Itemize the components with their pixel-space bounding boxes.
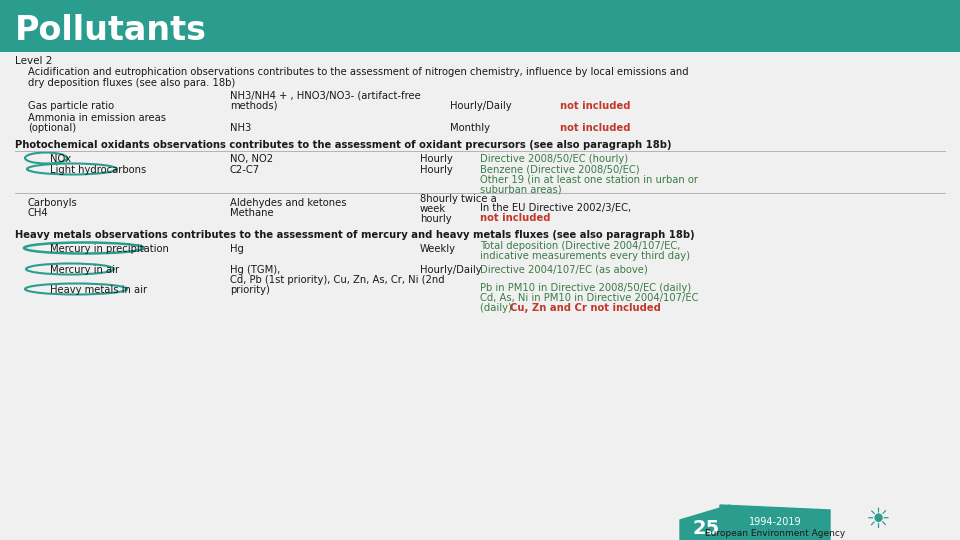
- FancyBboxPatch shape: [0, 0, 960, 52]
- Text: Heavy metals observations contributes to the assessment of mercury and heavy met: Heavy metals observations contributes to…: [15, 230, 695, 240]
- Text: Cd, As, Ni in PM10 in Directive 2004/107/EC: Cd, As, Ni in PM10 in Directive 2004/107…: [480, 293, 699, 303]
- Text: Cd, Pb (1st priority), Cu, Zn, As, Cr, Ni (2nd: Cd, Pb (1st priority), Cu, Zn, As, Cr, N…: [230, 275, 444, 285]
- Text: NOx: NOx: [50, 154, 71, 164]
- Text: methods): methods): [230, 101, 277, 111]
- Text: suburban areas): suburban areas): [480, 185, 562, 195]
- Text: Directive 2008/50/EC (hourly): Directive 2008/50/EC (hourly): [480, 154, 628, 164]
- Text: Benzene (Directive 2008/50/EC): Benzene (Directive 2008/50/EC): [480, 165, 639, 175]
- Text: Hg: Hg: [230, 244, 244, 254]
- Text: Heavy metals in air: Heavy metals in air: [50, 285, 147, 295]
- Polygon shape: [720, 505, 830, 540]
- Text: Hourly: Hourly: [420, 165, 453, 175]
- Text: Mercury in precipitation: Mercury in precipitation: [50, 244, 169, 254]
- Text: Hourly: Hourly: [420, 154, 453, 164]
- Text: Hg (TGM),: Hg (TGM),: [230, 265, 280, 275]
- Text: Pb in PM10 in Directive 2008/50/EC (daily): Pb in PM10 in Directive 2008/50/EC (dail…: [480, 283, 691, 293]
- Text: Gas particle ratio: Gas particle ratio: [28, 101, 114, 111]
- Text: (optional): (optional): [28, 123, 76, 133]
- Text: 8hourly twice a: 8hourly twice a: [420, 194, 496, 204]
- Text: NH3/NH4 + , HNO3/NO3- (artifact-free: NH3/NH4 + , HNO3/NO3- (artifact-free: [230, 91, 420, 101]
- Text: European Environment Agency: European Environment Agency: [705, 530, 845, 538]
- Text: NH3: NH3: [230, 123, 252, 133]
- Text: Cu, Zn and Cr not included: Cu, Zn and Cr not included: [510, 303, 660, 313]
- Text: (daily).: (daily).: [480, 303, 518, 313]
- Text: Total deposition (Directive 2004/107/EC,: Total deposition (Directive 2004/107/EC,: [480, 241, 681, 251]
- Text: Mercury in air: Mercury in air: [50, 265, 119, 275]
- Text: dry deposition fluxes (see also para. 18b): dry deposition fluxes (see also para. 18…: [28, 78, 235, 88]
- Text: not included: not included: [480, 213, 550, 223]
- Text: In the EU Directive 2002/3/EC,: In the EU Directive 2002/3/EC,: [480, 203, 631, 213]
- Text: priority): priority): [230, 285, 270, 295]
- Text: Methane: Methane: [230, 208, 274, 218]
- Text: indicative measurements every third day): indicative measurements every third day): [480, 251, 690, 261]
- Text: Carbonyls: Carbonyls: [28, 198, 78, 208]
- Text: not included: not included: [560, 101, 631, 111]
- Text: hourly: hourly: [420, 214, 451, 224]
- Text: Hourly/Daily: Hourly/Daily: [450, 101, 512, 111]
- Text: Ammonia in emission areas: Ammonia in emission areas: [28, 113, 166, 123]
- Text: Light hydrocarbons: Light hydrocarbons: [50, 165, 146, 175]
- Text: 25: 25: [693, 519, 720, 538]
- Text: Weekly: Weekly: [420, 244, 456, 254]
- Text: Hourly/Daily: Hourly/Daily: [420, 265, 482, 275]
- Text: week: week: [420, 204, 446, 214]
- Text: Other 19 (in at least one station in urban or: Other 19 (in at least one station in urb…: [480, 175, 698, 185]
- Polygon shape: [680, 505, 730, 540]
- Text: 1994-2019: 1994-2019: [749, 517, 802, 527]
- Text: Level 2: Level 2: [15, 56, 53, 66]
- Text: Directive 2004/107/EC (as above): Directive 2004/107/EC (as above): [480, 265, 648, 275]
- Text: Monthly: Monthly: [450, 123, 490, 133]
- Text: Aldehydes and ketones: Aldehydes and ketones: [230, 198, 347, 208]
- Text: NO, NO2: NO, NO2: [230, 154, 274, 164]
- Text: C2-C7: C2-C7: [230, 165, 260, 175]
- Text: CH4: CH4: [28, 208, 49, 218]
- Text: Acidification and eutrophication observations contributes to the assessment of n: Acidification and eutrophication observa…: [28, 67, 688, 77]
- Text: ☀: ☀: [866, 506, 891, 534]
- Text: not included: not included: [560, 123, 631, 133]
- Text: Photochemical oxidants observations contributes to the assessment of oxidant pre: Photochemical oxidants observations cont…: [15, 140, 671, 150]
- Text: Pollutants: Pollutants: [15, 14, 207, 46]
